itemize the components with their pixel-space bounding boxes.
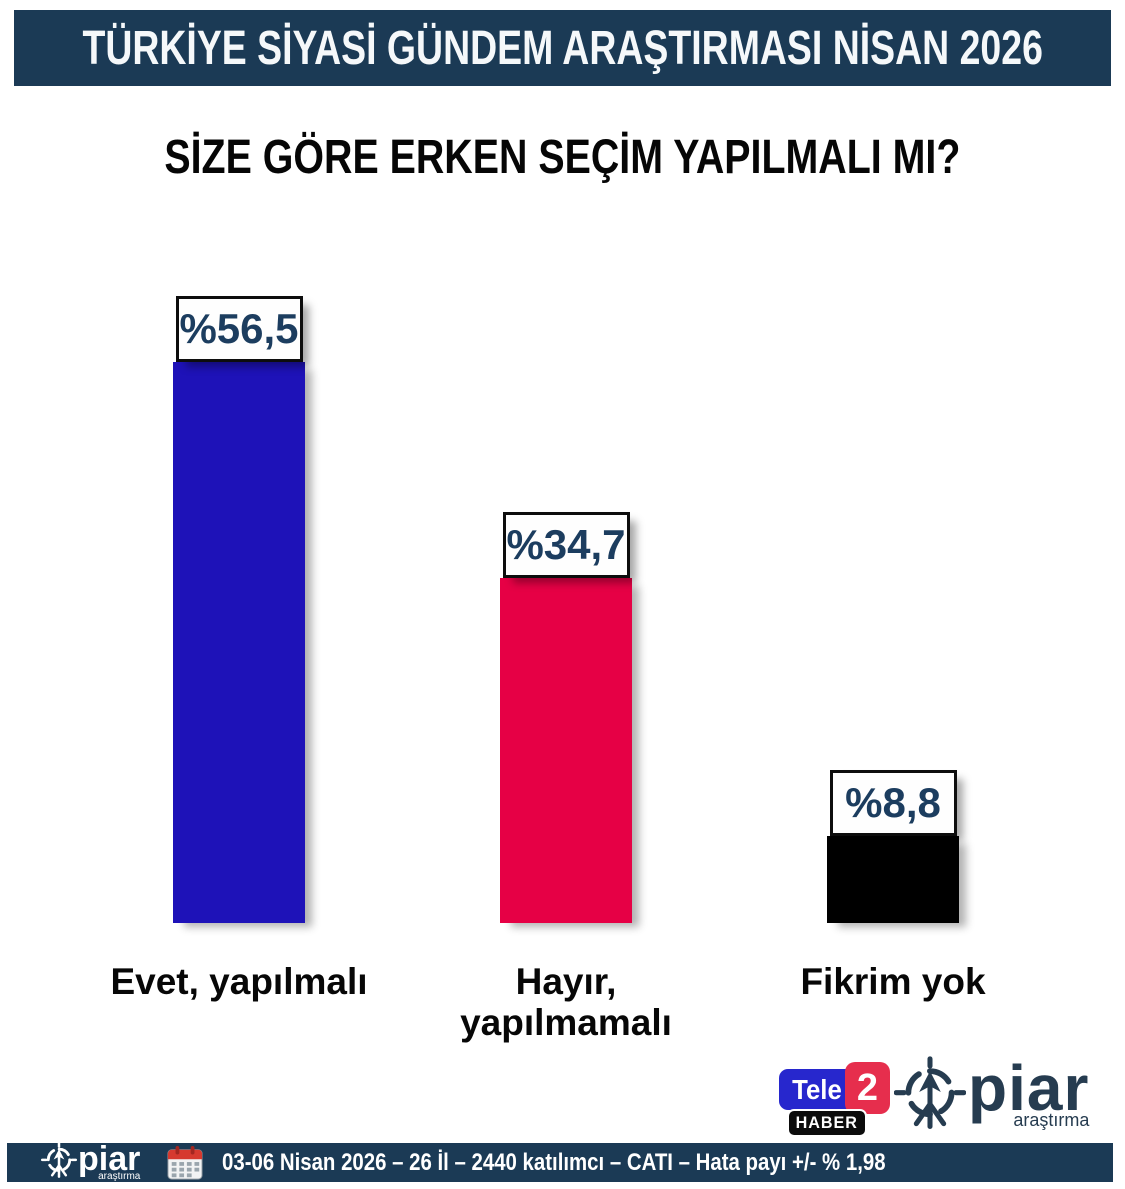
bar-fikrim-yok	[827, 836, 959, 923]
value-label-box: %34,7	[502, 512, 630, 578]
tele2-name: Tele	[791, 1073, 842, 1105]
bar-evet	[173, 362, 305, 923]
category-label-evet: Evet, yapılmalı	[110, 961, 368, 1002]
footer-piar-target-icon	[41, 1141, 77, 1178]
footer-piar-wordmark-block: piar araştırma	[78, 1142, 141, 1182]
tele2-haber-logo: 2 Tele HABER	[779, 1062, 893, 1138]
footer-piar-logo: piar araştırma	[41, 1141, 141, 1182]
header-title: TÜRKİYE SİYASİ GÜNDEM ARAŞTIRMASI NİSAN …	[82, 21, 1043, 75]
value-label-box: %56,5	[175, 296, 303, 362]
tele2-name-box: Tele	[779, 1069, 854, 1110]
footer-bar: piar araştırma 03-06 Nisan 2026 – 26 İl …	[7, 1141, 1113, 1182]
calendar-icon	[167, 1145, 203, 1180]
piar-logo: piar araştırma	[894, 1056, 1089, 1138]
category-label-hayir: Hayır, yapılmamalı	[460, 961, 672, 1044]
bar-hayir	[500, 578, 632, 923]
value-label: %8,8	[845, 779, 941, 826]
bar-column-fikrim-yok: %8,8	[827, 770, 959, 923]
header-banner: TÜRKİYE SİYASİ GÜNDEM ARAŞTIRMASI NİSAN …	[14, 10, 1111, 86]
footer-info-text: 03-06 Nisan 2026 – 26 İl – 2440 katılımc…	[222, 1148, 886, 1176]
piar-target-icon	[894, 1056, 966, 1130]
bar-chart: %56,5 %34,7 %8,8	[173, 296, 959, 923]
piar-wordmark: piar	[968, 1052, 1090, 1124]
footer-piar-subtitle: araştırma	[98, 1170, 141, 1182]
question-title: SİZE GÖRE ERKEN SEÇİM YAPILMALI MI?	[164, 131, 961, 184]
tele2-haber-label: HABER	[795, 1113, 859, 1132]
category-label-fikrim-yok: Fikrim yok	[800, 961, 986, 1002]
question-title-wrap: SİZE GÖRE ERKEN SEÇİM YAPILMALI MI?	[0, 130, 1125, 185]
bar-column-hayir: %34,7	[500, 512, 632, 923]
piar-subtitle: araştırma	[1013, 1110, 1090, 1130]
value-label-box: %8,8	[829, 770, 957, 836]
value-label: %34,7	[506, 521, 626, 568]
tele2-digit-box: 2	[845, 1062, 890, 1114]
piar-wordmark-block: piar araştırma	[968, 1056, 1090, 1131]
footer-piar-wordmark: piar	[78, 1139, 141, 1178]
bar-column-evet: %56,5	[173, 296, 305, 923]
tele2-digit: 2	[856, 1066, 879, 1109]
value-label: %56,5	[179, 305, 299, 352]
tele2-haber-box: HABER	[787, 1109, 867, 1137]
